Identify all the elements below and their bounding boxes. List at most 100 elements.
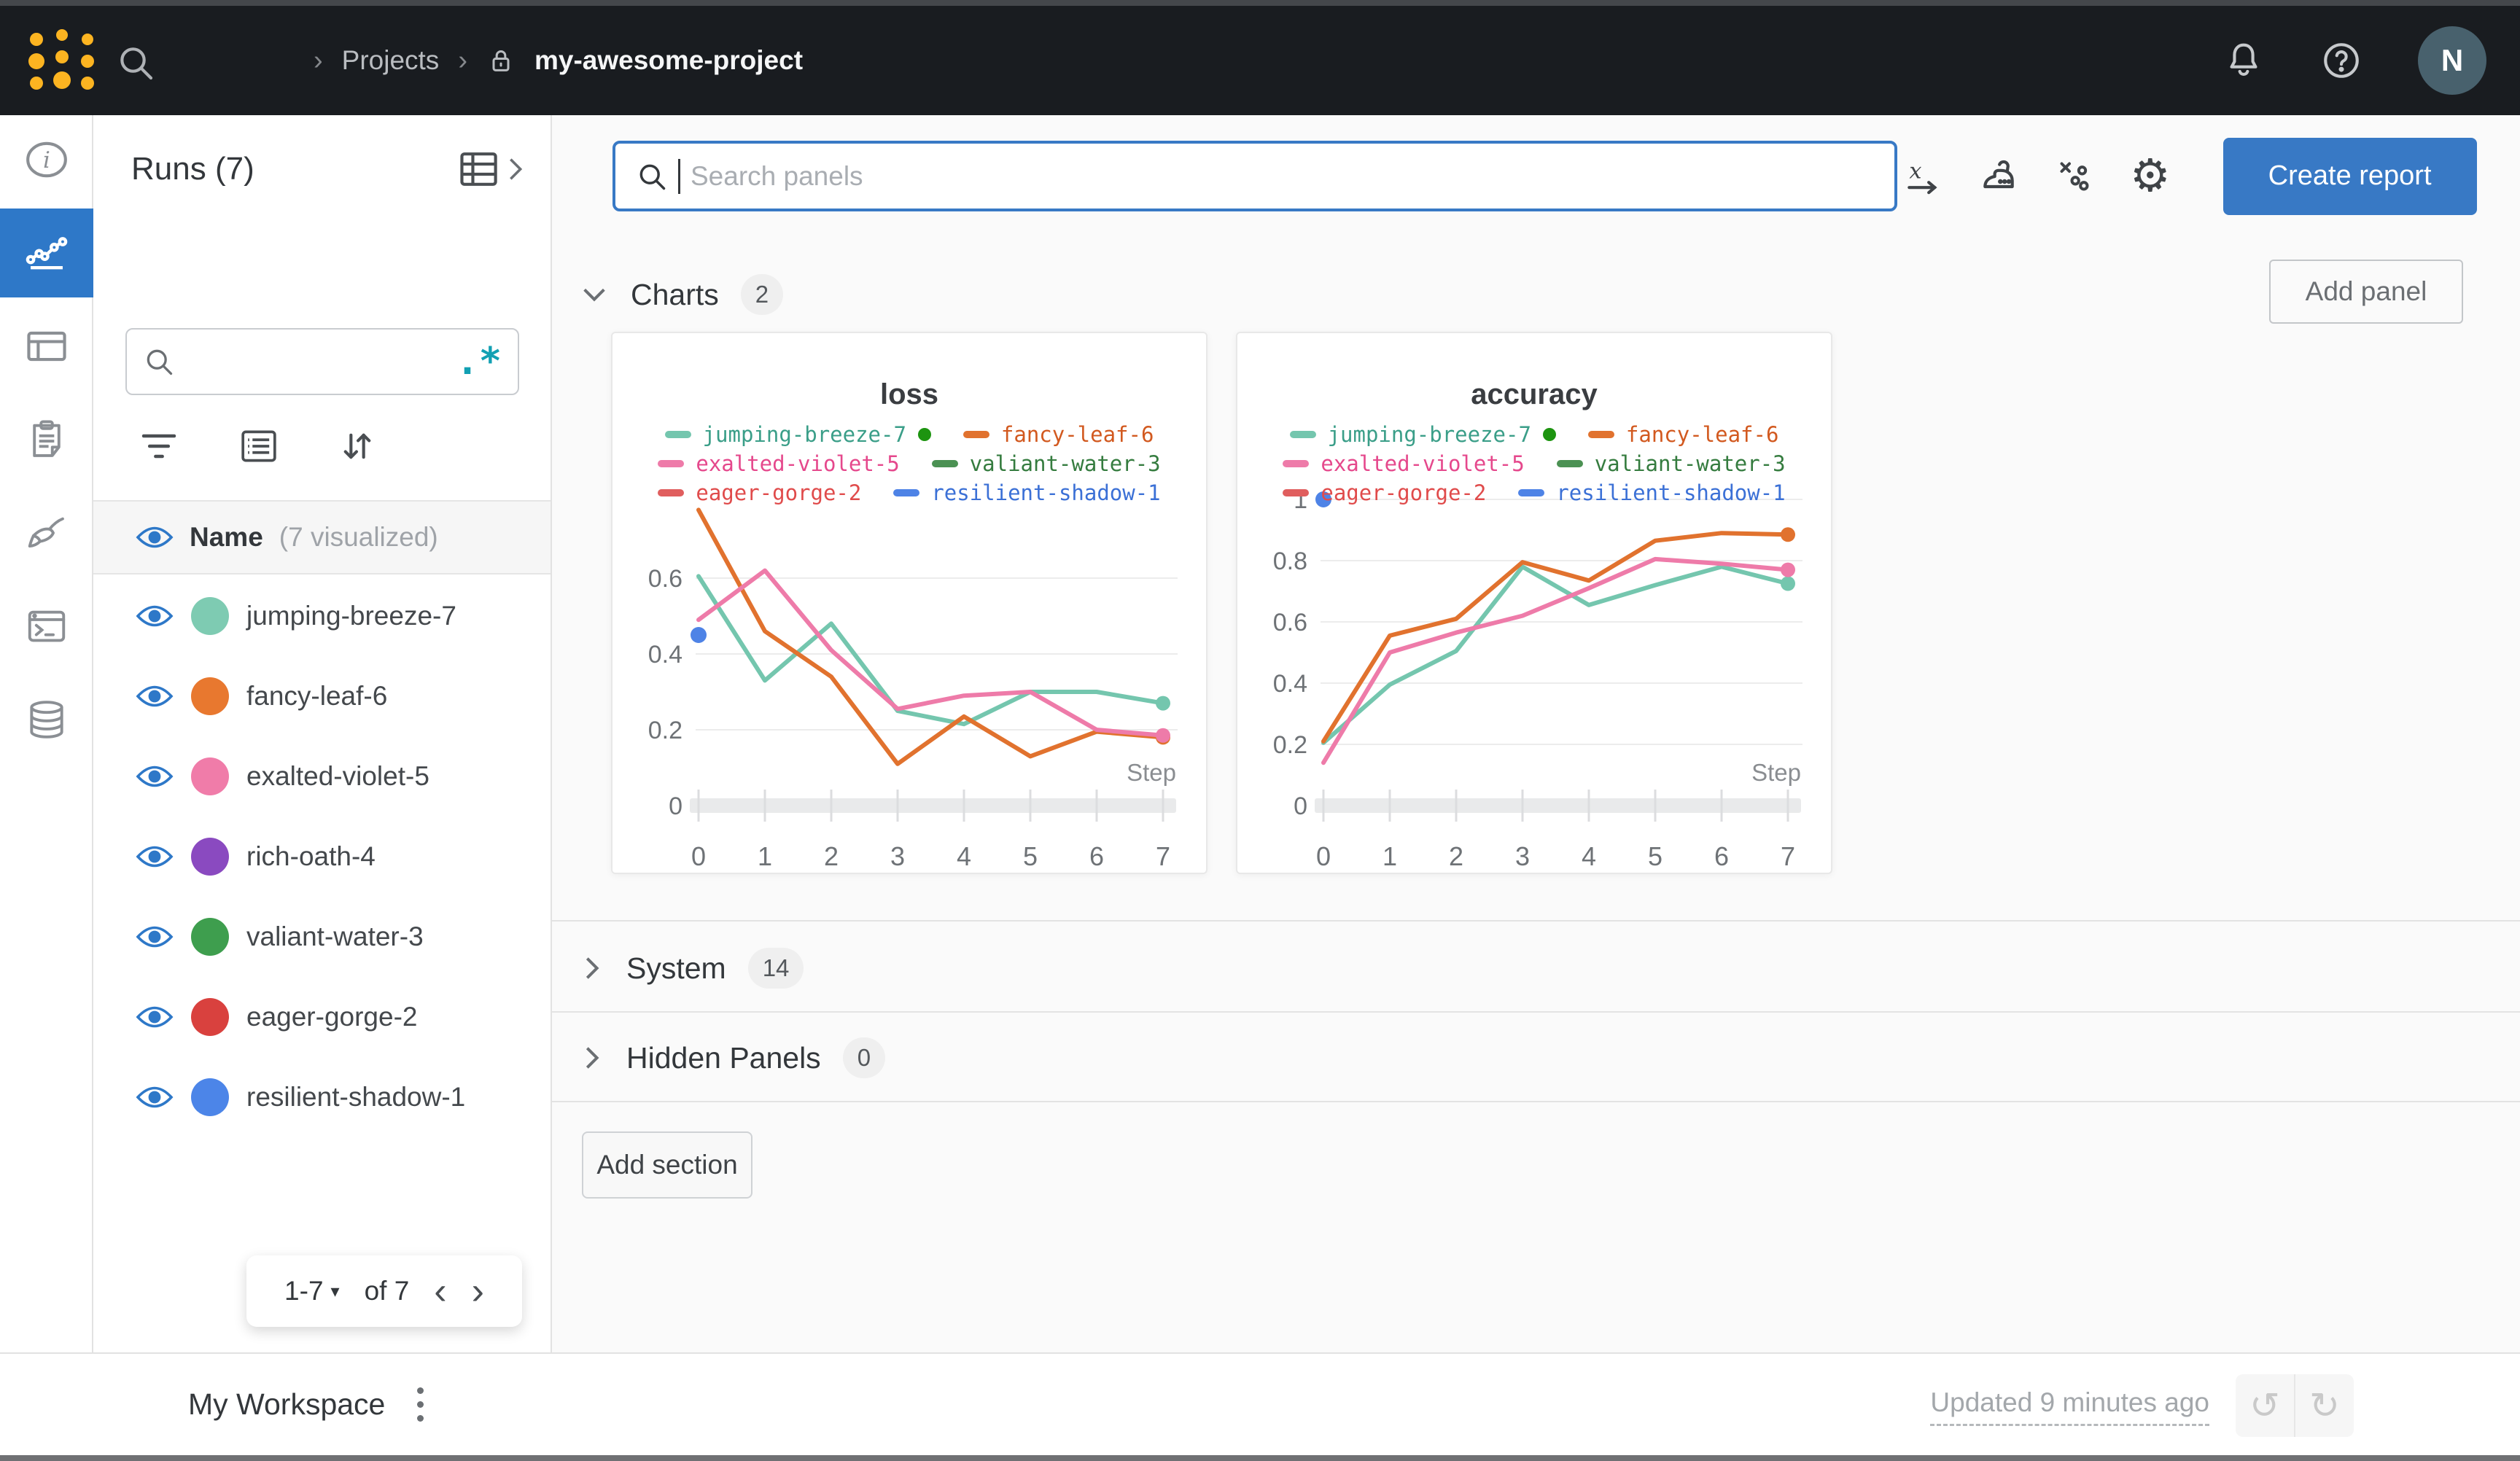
filter-icon[interactable]: [139, 429, 179, 464]
run-search-input[interactable]: [175, 347, 456, 376]
page-size-dropdown[interactable]: 1-7 ▾: [284, 1276, 340, 1306]
svg-text:7: 7: [1156, 841, 1170, 871]
rail-item-database[interactable]: [0, 675, 93, 764]
eye-icon[interactable]: [136, 523, 174, 551]
settings-gear-icon[interactable]: ⚙: [2130, 150, 2171, 201]
outliers-icon[interactable]: [2054, 156, 2095, 197]
legend-item[interactable]: eager-gorge-2: [1283, 480, 1486, 505]
info-icon: i: [26, 141, 67, 178]
add-section-button[interactable]: Add section: [582, 1131, 752, 1199]
system-section-label: System: [626, 951, 726, 985]
undo-button[interactable]: ↺: [2236, 1374, 2294, 1437]
rail-item-line-chart[interactable]: [0, 209, 93, 297]
legend-item[interactable]: fancy-leaf-6: [962, 422, 1154, 447]
legend-label: eager-gorge-2: [696, 480, 862, 505]
rail-item-terminal[interactable]: [0, 582, 93, 671]
legend-item[interactable]: valiant-water-3: [1556, 451, 1786, 476]
run-color-dot: [191, 838, 229, 876]
sort-icon[interactable]: [338, 427, 376, 465]
search-icon: [639, 164, 666, 190]
chart-legend: jumping-breeze-7 fancy-leaf-6 exalted-vi…: [1237, 422, 1831, 505]
bell-icon[interactable]: [2222, 39, 2265, 82]
run-row[interactable]: jumping-breeze-7: [93, 576, 586, 656]
run-name[interactable]: jumping-breeze-7: [246, 601, 456, 631]
breadcrumb-project-name[interactable]: my-awesome-project: [534, 45, 804, 75]
avatar[interactable]: N: [2418, 26, 2486, 95]
legend-item[interactable]: exalted-violet-5: [658, 451, 900, 476]
run-search-box[interactable]: .*: [125, 328, 519, 395]
eye-icon[interactable]: [136, 602, 174, 630]
workspace-name[interactable]: My Workspace: [188, 1387, 386, 1421]
run-row[interactable]: rich-oath-4: [93, 817, 551, 897]
run-row[interactable]: valiant-water-3: [93, 897, 551, 977]
expand-run-table-button[interactable]: [459, 150, 525, 188]
smoothing-icon[interactable]: [1978, 156, 2019, 197]
loss-chart-panel[interactable]: 0 0.2 0.4 0.6 0 1 2 3 4 5 6 7 Step loss jumping-breez…: [611, 332, 1208, 874]
panel-search-input[interactable]: [691, 160, 1874, 192]
accuracy-chart-panel[interactable]: 0 0.2 0.4 0.6 0.8 1 0 1 2 3 4 5 6 7 Step accuracy jumpi…: [1236, 332, 1832, 874]
run-row[interactable]: exalted-violet-5: [93, 736, 551, 817]
group-list-icon[interactable]: [239, 429, 279, 464]
help-icon[interactable]: [2320, 39, 2362, 82]
svg-text:0: 0: [1316, 841, 1331, 871]
legend-item[interactable]: jumping-breeze-7: [664, 422, 931, 447]
x-axis-icon[interactable]: x: [1902, 156, 1943, 197]
legend-swatch: [893, 489, 920, 496]
regex-toggle-icon[interactable]: .*: [456, 340, 502, 383]
charts-section-header[interactable]: Charts 2: [580, 274, 784, 315]
run-name[interactable]: resilient-shadow-1: [246, 1082, 466, 1112]
rail-item-info[interactable]: i: [0, 115, 93, 204]
loss-plot[interactable]: 0 0.2 0.4 0.6 0 1 2 3 4 5 6 7 Step: [612, 333, 1209, 876]
run-name[interactable]: fancy-leaf-6: [246, 681, 388, 711]
eye-icon[interactable]: [136, 1003, 174, 1031]
eye-icon[interactable]: [136, 763, 174, 790]
run-row[interactable]: fancy-leaf-6: [93, 656, 551, 736]
breadcrumb-projects[interactable]: Projects: [341, 45, 440, 75]
run-name[interactable]: valiant-water-3: [246, 922, 424, 951]
updated-timestamp[interactable]: Updated 9 minutes ago: [1930, 1387, 2209, 1426]
rail-item-broom[interactable]: [0, 488, 93, 577]
eye-icon[interactable]: [136, 682, 174, 710]
run-row[interactable]: eager-gorge-2: [93, 977, 551, 1057]
run-color-dot: [191, 998, 229, 1036]
run-name[interactable]: eager-gorge-2: [246, 1002, 418, 1032]
hidden-panels-section-header[interactable]: Hidden Panels 0: [580, 1037, 886, 1078]
system-section-header[interactable]: System 14: [580, 948, 804, 989]
svg-text:6: 6: [1089, 841, 1104, 871]
run-row[interactable]: resilient-shadow-1: [93, 1057, 551, 1137]
eye-icon[interactable]: [136, 843, 174, 870]
runs-sidebar: Runs (7) .*: [93, 115, 586, 1352]
legend-item[interactable]: exalted-violet-5: [1283, 451, 1525, 476]
legend-item[interactable]: eager-gorge-2: [658, 480, 861, 505]
global-search-icon[interactable]: [115, 42, 156, 83]
svg-text:0.6: 0.6: [648, 565, 682, 593]
legend-item[interactable]: valiant-water-3: [931, 451, 1161, 476]
section-divider: [552, 1011, 2520, 1013]
chevron-down-icon: [583, 288, 605, 302]
add-panel-button[interactable]: Add panel: [2269, 260, 2463, 324]
chart-title: loss: [879, 378, 939, 410]
run-list-header-name: Name: [190, 522, 263, 552]
legend-item[interactable]: jumping-breeze-7: [1289, 422, 1556, 447]
workspace-menu-icon[interactable]: [417, 1387, 424, 1422]
eye-icon[interactable]: [136, 1083, 174, 1111]
legend-item[interactable]: resilient-shadow-1: [1518, 480, 1786, 505]
legend-item[interactable]: resilient-shadow-1: [893, 480, 1161, 505]
rail-item-clipboard[interactable]: [0, 395, 93, 484]
section-divider: [552, 920, 2520, 922]
redo-button[interactable]: ↻: [2295, 1374, 2354, 1437]
dropdown-caret-icon: ▾: [330, 1281, 340, 1301]
run-name[interactable]: rich-oath-4: [246, 841, 376, 871]
chevron-right-icon: [586, 957, 599, 979]
create-report-button[interactable]: Create report: [2222, 137, 2477, 215]
wandb-logo-icon[interactable]: [22, 23, 102, 99]
legend-item[interactable]: fancy-leaf-6: [1587, 422, 1778, 447]
svg-text:0: 0: [691, 841, 706, 871]
run-list-header[interactable]: Name (7 visualized): [93, 500, 551, 574]
panel-search-box[interactable]: [612, 141, 1897, 211]
legend-swatch: [1283, 460, 1310, 467]
eye-icon[interactable]: [136, 923, 174, 951]
run-name[interactable]: exalted-violet-5: [246, 761, 429, 791]
rail-item-table[interactable]: [0, 302, 93, 391]
